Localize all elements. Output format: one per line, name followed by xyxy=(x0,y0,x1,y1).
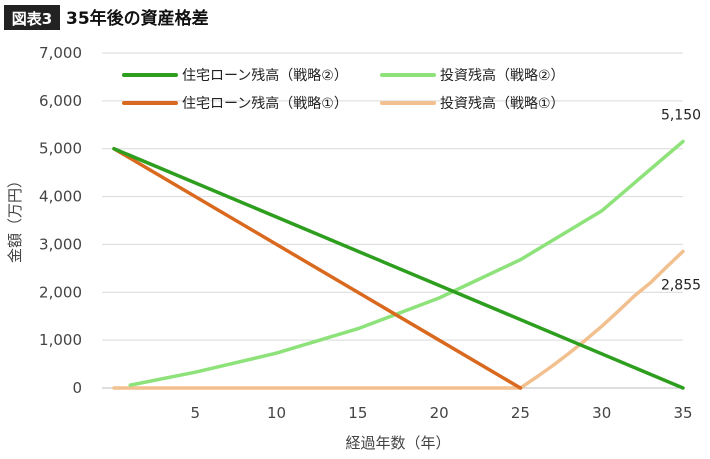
figure-badge xyxy=(4,5,60,30)
y-tick-label: 1,000 xyxy=(39,331,82,349)
legend-label-loan-strategy2: 住宅ローン残高（戦略②） xyxy=(182,67,348,84)
legend-label-invest-strategy1: 投資残高（戦略①） xyxy=(440,95,565,112)
legend-item-loan-strategy1: 住宅ローン残高（戦略①） xyxy=(122,95,348,112)
series-line-invest-strategy1 xyxy=(112,249,685,390)
legend: 住宅ローン残高（戦略②） 住宅ローン残高（戦略①） 投資残高（戦略②） 投資残高… xyxy=(122,67,565,112)
x-tick-label: 35 xyxy=(673,404,692,422)
x-tick-labels: 5 10 15 20 25 30 35 xyxy=(191,404,693,422)
legend-label-loan-strategy1: 住宅ローン残高（戦略①） xyxy=(182,95,348,112)
y-tick-label: 3,000 xyxy=(39,235,82,253)
y-tick-label: 4,000 xyxy=(39,188,82,206)
data-label-invest-strategy1-final: 2,855 xyxy=(661,277,701,293)
x-tick-label: 5 xyxy=(191,404,201,422)
series-line-invest-strategy2 xyxy=(128,139,685,387)
series-lines xyxy=(112,139,685,390)
y-tick-label: 5,000 xyxy=(39,140,82,158)
legend-item-invest-strategy2: 投資残高（戦略②） xyxy=(380,67,565,84)
figure-title: 35年後の資産格差 xyxy=(66,8,209,29)
x-tick-label: 20 xyxy=(430,404,449,422)
y-tick-label: 7,000 xyxy=(39,44,82,62)
y-axis-title: 金額（万円） xyxy=(6,173,24,263)
y-tick-labels: 0 1,000 2,000 3,000 4,000 5,000 6,000 7,000 xyxy=(39,44,82,397)
legend-item-loan-strategy2: 住宅ローン残高（戦略②） xyxy=(122,67,348,84)
series-line-loan-strategy1 xyxy=(112,146,523,390)
figure-header: 図表3 35年後の資産格差 xyxy=(4,5,209,30)
legend-label-invest-strategy2: 投資残高（戦略②） xyxy=(440,67,565,84)
x-axis-title: 経過年数（年） xyxy=(345,434,450,452)
figure-badge-text: 図表3 xyxy=(12,10,52,28)
x-tick-label: 10 xyxy=(267,404,286,422)
gridlines xyxy=(102,52,683,341)
y-tick-label: 2,000 xyxy=(39,283,82,301)
x-tick-label: 15 xyxy=(348,404,367,422)
y-tick-label: 0 xyxy=(72,379,82,397)
x-tick-label: 30 xyxy=(592,404,611,422)
legend-item-invest-strategy1: 投資残高（戦略①） xyxy=(380,95,565,112)
series-line-loan-strategy2 xyxy=(112,146,685,390)
data-label-invest-strategy2-final: 5,150 xyxy=(661,108,701,124)
y-tick-label: 6,000 xyxy=(39,92,82,110)
x-tick-label: 25 xyxy=(511,404,530,422)
